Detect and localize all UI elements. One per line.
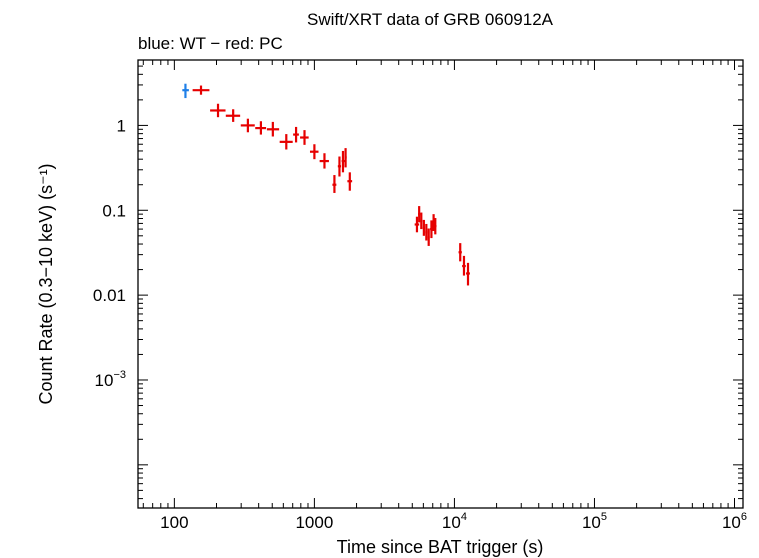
- x-tick-labels: 100 1000 104 105 106: [160, 511, 747, 532]
- data-point: [300, 130, 309, 145]
- y-tick-label: 0.01: [93, 286, 126, 305]
- data-point: [225, 109, 241, 122]
- x-tick-label: 1000: [295, 513, 333, 532]
- y-tick-label: 1: [117, 116, 126, 135]
- data-point: [266, 121, 280, 137]
- x-tick-label: 105: [582, 511, 607, 532]
- data-point: [192, 85, 210, 95]
- data-point: [458, 243, 462, 262]
- data-point: [341, 150, 345, 173]
- data-point: [418, 206, 421, 223]
- data-point: [337, 156, 342, 177]
- data-point: [427, 228, 430, 246]
- data-point: [420, 212, 423, 230]
- axis-ticks: [138, 60, 743, 508]
- data-point: [347, 172, 353, 191]
- data-point: [210, 103, 226, 118]
- data-point: [462, 255, 466, 276]
- data-point: [414, 216, 420, 233]
- series-pc: [192, 85, 470, 286]
- data-point: [434, 218, 437, 235]
- chart-subtitle: blue: WT − red: PC: [138, 34, 283, 53]
- series-wt: [182, 83, 189, 99]
- x-tick-label: 104: [442, 511, 467, 532]
- data-point: [293, 126, 299, 143]
- data-point: [422, 219, 425, 236]
- data-point: [240, 118, 255, 133]
- x-tick-label: 106: [722, 511, 747, 532]
- data-point: [466, 262, 470, 286]
- y-tick-label: 0.1: [102, 201, 126, 220]
- data-point: [182, 83, 189, 99]
- data-point: [332, 175, 337, 193]
- data-point: [309, 144, 319, 160]
- data-point: [319, 153, 329, 169]
- data-point: [279, 134, 293, 150]
- y-axis-label: Count Rate (0.3−10 keV) (s⁻¹): [36, 163, 56, 404]
- x-tick-label: 100: [160, 513, 188, 532]
- y-tick-label: 10−3: [95, 369, 126, 390]
- data-point: [425, 223, 428, 241]
- data-points: [182, 83, 470, 286]
- chart-title: Swift/XRT data of GRB 060912A: [307, 10, 554, 29]
- x-axis-label: Time since BAT trigger (s): [337, 537, 544, 557]
- y-tick-labels: 1 0.1 0.01 10−3: [93, 116, 126, 390]
- data-point: [344, 148, 347, 168]
- data-point: [430, 220, 433, 239]
- data-point: [255, 121, 267, 135]
- plot-frame: [137, 59, 744, 509]
